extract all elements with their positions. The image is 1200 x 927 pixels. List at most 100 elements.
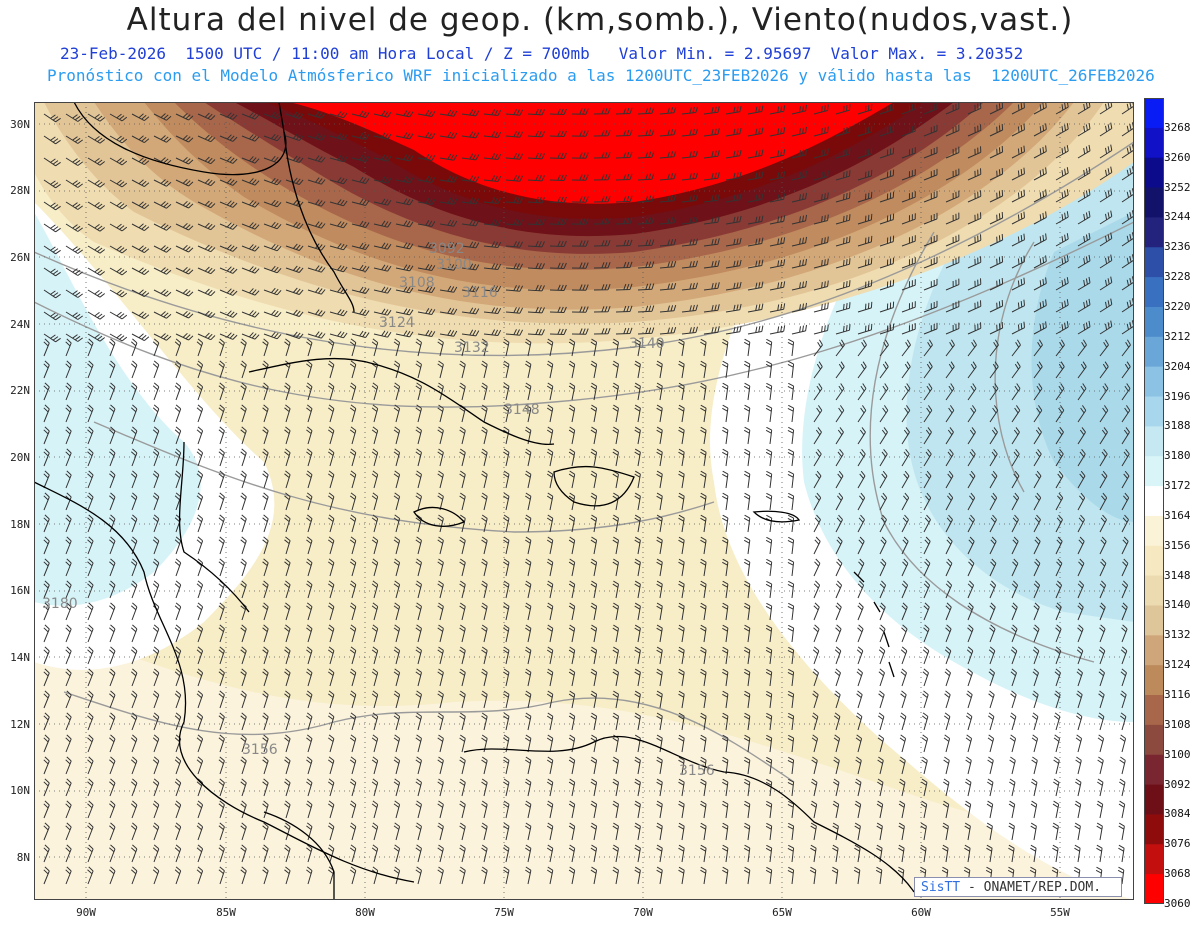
wind-barb <box>722 492 729 511</box>
wind-barb <box>1076 668 1083 687</box>
wind-barb <box>437 580 444 599</box>
wind-barb <box>328 690 335 709</box>
wind-barb <box>855 712 863 731</box>
wind-barb <box>65 113 83 122</box>
wind-barb <box>678 382 685 401</box>
wind-barb <box>787 844 795 863</box>
wind-barb <box>109 624 116 643</box>
colorbar-swatch <box>1145 456 1163 487</box>
wind-barb <box>525 558 532 577</box>
wind-barb <box>196 492 204 511</box>
wind-barb <box>791 214 807 225</box>
wind-barb <box>152 866 160 885</box>
wind-barb <box>152 448 160 467</box>
colorbar-level-label: 3268 <box>1164 120 1191 134</box>
wind-barb <box>306 492 313 511</box>
wind-barb <box>678 668 685 687</box>
wind-barb <box>987 734 995 753</box>
wind-barb <box>813 383 823 401</box>
wind-barb <box>765 448 773 467</box>
wind-barb <box>109 267 128 276</box>
wind-barb <box>593 240 611 247</box>
wind-barb <box>240 822 247 841</box>
wind-barb <box>525 536 532 555</box>
wind-barb <box>656 668 663 687</box>
wind-barb <box>1099 298 1113 313</box>
wind-barb <box>371 580 379 599</box>
wind-barb <box>1098 668 1105 687</box>
wind-barb <box>722 778 729 797</box>
wind-barb <box>481 338 488 357</box>
wind-barb <box>922 668 929 687</box>
wind-barb <box>437 470 444 489</box>
wind-barb <box>109 646 116 665</box>
wind-barb <box>857 448 866 467</box>
chart-title: Altura del nivel de geop. (km,somb.), Vi… <box>126 2 1074 38</box>
wind-barb <box>218 470 225 489</box>
wind-barb <box>130 668 138 687</box>
contour-label: 3156 <box>679 763 715 779</box>
wind-barb <box>656 580 663 599</box>
wind-barb <box>920 822 927 841</box>
wind-barb <box>329 155 348 163</box>
wind-barb <box>1011 361 1021 379</box>
wind-barb <box>461 329 480 337</box>
wind-barb <box>725 127 742 137</box>
wind-barb <box>989 145 1004 159</box>
wind-barb <box>923 168 938 181</box>
wind-barb <box>481 646 488 665</box>
wind-barb <box>1055 536 1063 555</box>
wind-barb <box>856 668 863 687</box>
wind-barb <box>549 262 567 269</box>
wind-barb <box>109 289 128 298</box>
wind-barb <box>393 624 401 643</box>
wind-barb <box>1033 405 1043 423</box>
wind-barb <box>481 448 488 467</box>
wind-barb <box>922 646 930 665</box>
wind-barb <box>175 310 194 319</box>
wind-barb <box>725 149 742 159</box>
colorbar-level-label: 3180 <box>1164 449 1191 463</box>
wind-barb <box>901 213 916 225</box>
coastlines <box>34 102 915 900</box>
wind-barb <box>878 690 885 709</box>
wind-barb <box>1099 383 1109 401</box>
wind-barb <box>461 131 480 139</box>
wind-barb <box>284 470 291 489</box>
wind-barb <box>503 712 510 731</box>
wind-barb <box>87 690 94 709</box>
wind-barb <box>1055 405 1065 423</box>
wind-barb <box>1055 339 1065 357</box>
lat-label: 22N <box>10 384 30 397</box>
colorbar-swatch <box>1145 814 1163 845</box>
colorbar-level-label: 3204 <box>1164 359 1191 373</box>
wind-barb <box>349 646 357 665</box>
wind-barb <box>415 382 422 401</box>
wind-barb <box>1077 427 1086 445</box>
wind-barb <box>901 103 916 115</box>
wind-barb <box>703 238 720 247</box>
wind-barb <box>241 332 260 340</box>
wind-barb <box>1076 646 1084 665</box>
wind-barb <box>1121 405 1131 423</box>
wind-barb <box>590 668 598 687</box>
wind-barb <box>769 303 786 313</box>
wind-barb <box>678 646 685 665</box>
wind-barb <box>765 822 773 841</box>
wind-barb <box>743 690 751 709</box>
wind-barb <box>371 382 379 401</box>
wind-barb <box>1033 427 1042 445</box>
wind-barb <box>942 844 949 863</box>
wind-barb <box>415 536 422 555</box>
wind-barb <box>241 156 260 164</box>
wind-barb <box>656 426 663 445</box>
wind-barb <box>481 712 488 731</box>
wind-barb <box>174 448 182 467</box>
wind-barb <box>503 580 510 599</box>
wind-barb <box>262 646 269 665</box>
wind-barb <box>306 338 313 357</box>
wind-barb <box>1099 361 1109 379</box>
wind-barb <box>415 844 422 863</box>
wind-barb <box>637 107 655 115</box>
lon-label: 75W <box>494 906 514 919</box>
